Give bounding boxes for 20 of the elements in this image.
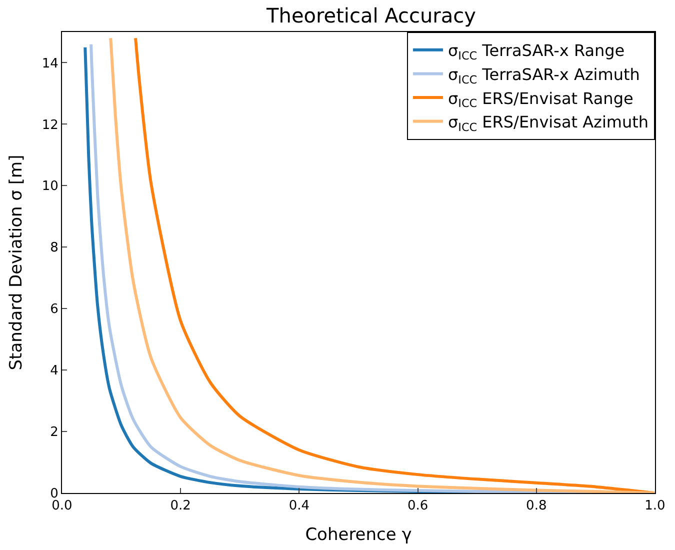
x-tick-label: 0.2	[170, 498, 191, 514]
x-tick-label: 0.0	[52, 498, 72, 514]
x-tick-label: 0.8	[526, 498, 547, 514]
y-tick-label: 14	[42, 56, 58, 72]
y-tick-label: 12	[42, 118, 58, 133]
legend-label: σ$_{ICC}$ TerraSAR-x Range	[448, 41, 625, 62]
legend-label: σ$_{ICC}$ ERS/Envisat Range	[448, 88, 634, 110]
x-tick-label: 1.0	[644, 498, 666, 514]
y-tick-label: 2	[50, 425, 58, 440]
x-axis-title: Coherence γ	[305, 525, 412, 545]
x-tick-label: 0.4	[288, 498, 310, 514]
x-tick-label: 0.6	[407, 498, 428, 514]
y-axis-title: Standard Deviation σ [m]	[6, 154, 26, 370]
y-tick-label: 6	[50, 302, 58, 318]
y-tick-label: 8	[50, 240, 58, 256]
y-tick-label: 10	[42, 179, 58, 194]
legend-label: σ$_{ICC}$ TerraSAR-x Azimuth	[448, 64, 640, 86]
y-tick-label: 4	[50, 364, 58, 379]
chart-title: Theoretical Accuracy	[266, 3, 476, 28]
legend-label: σ$_{ICC}$ ERS/Envisat Azimuth	[448, 112, 649, 134]
